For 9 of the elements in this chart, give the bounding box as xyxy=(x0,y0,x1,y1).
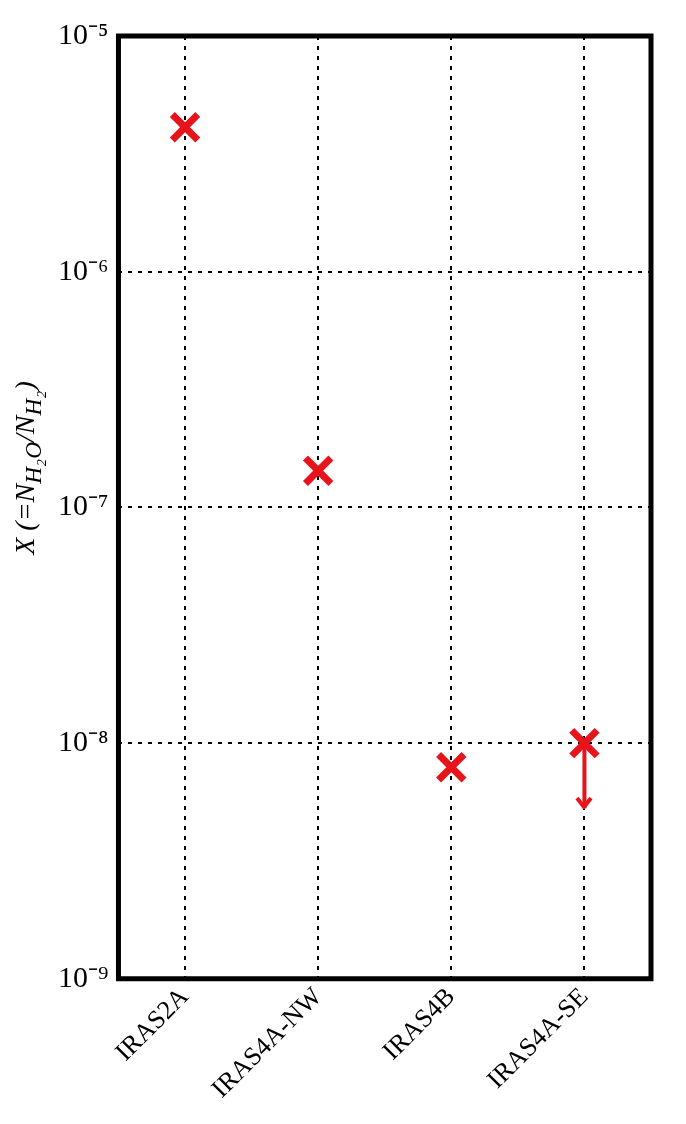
point xyxy=(168,111,202,144)
y-tick-label: 10⁻⁶ xyxy=(57,252,109,286)
y-tick-label: 10⁻⁸ xyxy=(57,724,109,757)
y-tick-label: 10⁻⁹ xyxy=(57,959,109,993)
point xyxy=(435,751,468,784)
point xyxy=(301,454,335,488)
y-tick-label: 10⁻⁷ xyxy=(57,488,109,522)
point xyxy=(568,726,601,760)
y-tick-label: 10⁻⁵ xyxy=(57,16,109,50)
